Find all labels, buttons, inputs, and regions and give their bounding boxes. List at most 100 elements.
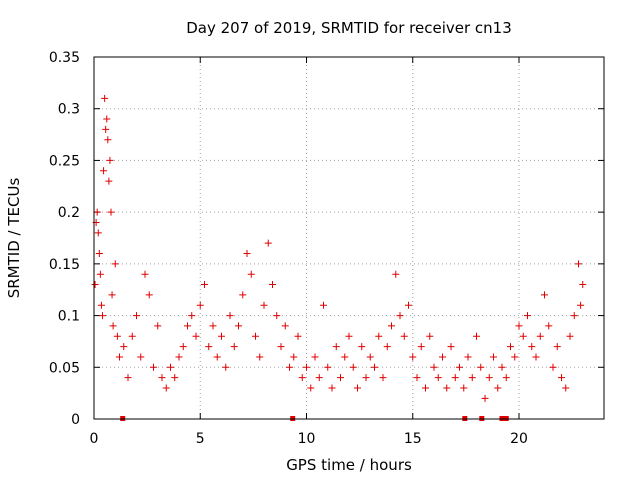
data-point xyxy=(145,291,153,299)
data-point xyxy=(362,374,370,382)
data-point xyxy=(502,374,510,382)
data-point xyxy=(128,332,136,340)
data-point xyxy=(256,353,264,361)
data-point xyxy=(553,343,561,351)
data-point xyxy=(104,136,112,144)
data-point xyxy=(96,270,104,278)
data-point xyxy=(184,322,191,330)
data-point xyxy=(167,363,174,371)
data-point xyxy=(494,384,502,392)
data-point xyxy=(101,94,109,102)
data-point xyxy=(201,281,208,289)
data-point xyxy=(566,332,574,340)
data-point xyxy=(324,363,332,371)
data-point xyxy=(456,363,463,371)
data-point xyxy=(105,177,113,185)
data-points xyxy=(91,94,587,402)
data-point xyxy=(413,374,421,382)
y-tick-label: 0.35 xyxy=(49,50,80,66)
data-point xyxy=(111,260,119,268)
data-point xyxy=(226,312,234,320)
data-point xyxy=(188,312,196,320)
data-point xyxy=(422,384,429,392)
data-point xyxy=(375,332,383,340)
data-point xyxy=(570,312,578,320)
data-point xyxy=(109,322,117,330)
y-tick-label: 0.25 xyxy=(49,153,80,169)
data-point xyxy=(345,332,353,340)
data-point xyxy=(388,322,395,330)
data-point xyxy=(541,291,548,299)
data-point xyxy=(349,363,357,371)
data-point xyxy=(116,353,123,361)
data-point xyxy=(358,343,366,351)
data-point xyxy=(273,312,281,320)
data-point xyxy=(519,332,527,340)
data-point xyxy=(311,353,319,361)
data-point xyxy=(277,343,285,351)
data-point xyxy=(328,384,336,392)
data-point xyxy=(354,384,361,392)
data-point xyxy=(383,343,391,351)
data-point xyxy=(371,363,378,371)
y-tick-label: 0.05 xyxy=(49,360,80,376)
data-point xyxy=(213,353,221,361)
data-point xyxy=(511,353,519,361)
data-point xyxy=(281,322,289,330)
data-point xyxy=(141,270,149,278)
data-point xyxy=(562,384,570,392)
chart-title: Day 207 of 2019, SRMTID for receiver cn1… xyxy=(186,19,512,37)
data-point xyxy=(106,156,114,164)
data-point xyxy=(93,208,101,216)
y-tick-label: 0.15 xyxy=(49,257,80,273)
data-point xyxy=(498,363,506,371)
data-point xyxy=(558,374,565,382)
data-point xyxy=(103,115,111,123)
data-point xyxy=(239,291,247,299)
data-point xyxy=(451,374,459,382)
data-point xyxy=(218,332,225,340)
data-point xyxy=(579,281,587,289)
data-point xyxy=(337,374,344,382)
data-point xyxy=(366,353,374,361)
y-tick-label: 0.3 xyxy=(58,102,80,118)
data-point xyxy=(264,239,272,247)
data-point xyxy=(120,343,128,351)
data-point xyxy=(464,353,472,361)
data-point xyxy=(528,343,536,351)
data-point xyxy=(205,343,213,351)
data-point xyxy=(113,332,121,340)
data-point xyxy=(332,343,340,351)
x-axis-label: GPS time / hours xyxy=(286,456,412,474)
data-point xyxy=(473,332,480,340)
data-point xyxy=(430,363,438,371)
data-point xyxy=(532,353,540,361)
data-point xyxy=(150,363,157,371)
x-tick-label: 20 xyxy=(510,431,528,447)
data-point xyxy=(460,384,468,392)
data-point xyxy=(490,353,497,361)
data-point xyxy=(307,384,315,392)
x-tick-label: 10 xyxy=(298,431,316,447)
data-point xyxy=(315,374,323,382)
data-point xyxy=(154,322,162,330)
data-point xyxy=(252,332,259,340)
data-point xyxy=(97,301,105,309)
data-point xyxy=(320,301,327,309)
data-point xyxy=(209,322,217,330)
data-point xyxy=(99,312,106,320)
data-point xyxy=(298,374,306,382)
data-point xyxy=(392,270,400,278)
data-point xyxy=(230,343,238,351)
y-tick-labels: 0 0.05 0.1 0.15 0.2 0.25 0.3 0.35 xyxy=(49,50,80,428)
data-point xyxy=(222,363,230,371)
plot-frame xyxy=(93,56,605,420)
data-point xyxy=(243,250,251,258)
data-point xyxy=(290,353,298,361)
grid xyxy=(94,57,604,419)
data-point xyxy=(102,125,110,133)
data-point xyxy=(341,353,349,361)
data-point xyxy=(247,270,255,278)
data-point xyxy=(175,353,183,361)
